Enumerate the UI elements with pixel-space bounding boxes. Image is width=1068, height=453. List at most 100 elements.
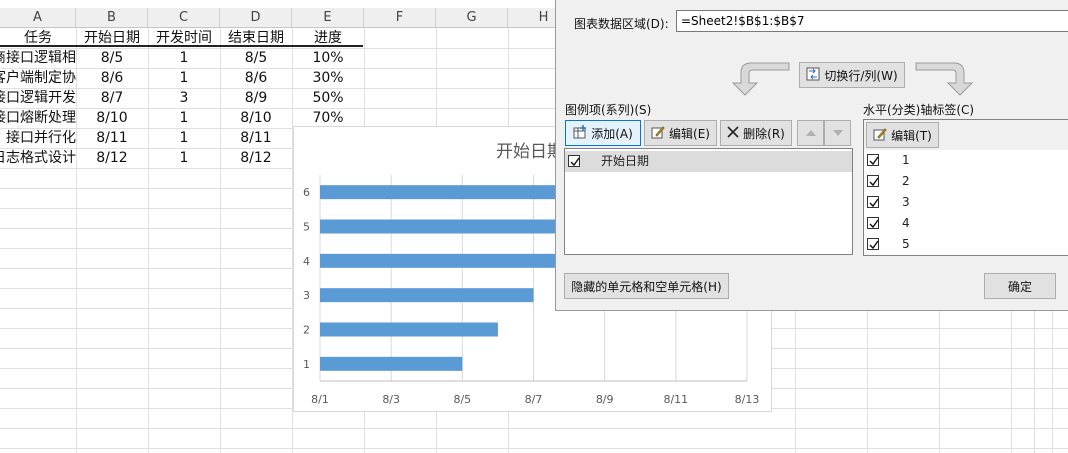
x-tick-label: 8/13 xyxy=(735,393,760,406)
grid-line xyxy=(0,68,1068,69)
table-cell[interactable]: 客户端制定协 xyxy=(0,70,76,86)
table-cell[interactable]: 1 xyxy=(179,130,189,146)
series-item-label: 开始日期 xyxy=(601,154,650,168)
hidden-empty-cells-button[interactable]: 隐藏的单元格和空单元格(H) xyxy=(564,273,729,299)
x-tick-label: 8/9 xyxy=(596,393,614,406)
list-item[interactable]: 3 xyxy=(864,192,1068,213)
data-range-input[interactable]: =Sheet2!$B$1:$B$7 xyxy=(676,10,1068,32)
move-down-button[interactable] xyxy=(824,120,851,146)
table-cell[interactable]: 8/11 xyxy=(240,130,272,146)
ok-button[interactable]: 确定 xyxy=(984,273,1056,299)
table-cell[interactable]: 8/10 xyxy=(240,110,272,126)
table-cell[interactable]: 商接口逻辑相 xyxy=(0,50,76,66)
column-header-f[interactable]: F xyxy=(364,8,436,28)
axis-item-checkbox[interactable] xyxy=(867,196,879,208)
x-tick-label: 8/7 xyxy=(525,393,543,406)
table-cell[interactable]: 8/5 xyxy=(244,50,268,66)
column-header-g[interactable]: G xyxy=(436,8,508,28)
edit-axis-labels-button[interactable]: 编辑(T) xyxy=(866,122,939,148)
table-cell[interactable]: 8/9 xyxy=(244,90,268,106)
table-cell[interactable]: 8/7 xyxy=(100,90,124,106)
table-cell[interactable]: 1 xyxy=(179,150,189,166)
table-cell[interactable]: 50% xyxy=(312,90,344,106)
axis-item-label: 2 xyxy=(902,174,910,188)
axis-item-checkbox[interactable] xyxy=(867,238,879,250)
y-tick-label: 5 xyxy=(303,221,310,234)
grid-line xyxy=(0,448,1068,449)
list-item[interactable]: 1 xyxy=(864,150,1068,171)
table-cell[interactable]: 1 xyxy=(179,70,189,86)
data-range-label: 图表数据区域(D): xyxy=(574,17,669,31)
series-checkbox[interactable] xyxy=(568,155,580,167)
header-cell-dev-time[interactable]: 开发时间 xyxy=(156,30,212,46)
move-down-icon xyxy=(832,126,843,140)
table-cell[interactable]: 8/12 xyxy=(96,150,128,166)
grid-line xyxy=(292,28,293,453)
axis-item-label: 3 xyxy=(902,195,910,209)
edit-icon xyxy=(651,125,665,142)
bar xyxy=(320,322,498,337)
axis-item-checkbox[interactable] xyxy=(867,154,879,166)
table-cell[interactable]: 8/10 xyxy=(96,110,128,126)
x-tick-label: 8/5 xyxy=(453,393,471,406)
table-cell[interactable]: 接口逻辑开发 xyxy=(0,90,76,106)
add-series-button[interactable]: 添加(A) xyxy=(565,120,641,146)
header-cell-start-date[interactable]: 开始日期 xyxy=(84,30,140,46)
column-header-a[interactable]: A xyxy=(0,8,76,28)
list-item[interactable]: 4 xyxy=(864,213,1068,234)
switch-row-column-button[interactable]: 切换行/列(W) xyxy=(799,62,905,88)
table-cell[interactable]: 8/6 xyxy=(100,70,124,86)
curved-arrow-left-icon xyxy=(731,62,790,96)
table-cell[interactable]: 日志格式设计 xyxy=(0,150,76,166)
table-cell[interactable]: 8/12 xyxy=(240,150,272,166)
y-tick-label: 1 xyxy=(303,358,310,371)
list-item[interactable]: 2 xyxy=(864,171,1068,192)
axis-labels-label: 水平(分类)轴标签(C) xyxy=(863,103,975,117)
axis-item-label: 1 xyxy=(902,153,910,167)
table-cell[interactable]: 1 xyxy=(179,50,189,66)
list-item[interactable]: 开始日期 xyxy=(565,151,852,172)
table-cell[interactable]: 10% xyxy=(312,50,344,66)
edit-axis-labels-label: 编辑(T) xyxy=(891,128,932,143)
bar xyxy=(320,288,534,303)
column-header-e[interactable]: E xyxy=(292,8,364,28)
table-cell[interactable]: 30% xyxy=(312,70,344,86)
column-header-d[interactable]: D xyxy=(220,8,292,28)
switch-icon xyxy=(806,67,820,84)
add-table-icon xyxy=(573,124,587,142)
move-up-button[interactable] xyxy=(797,120,824,146)
series-list[interactable]: 开始日期 xyxy=(564,148,853,255)
table-cell[interactable]: 70% xyxy=(312,110,344,126)
header-cell-end-date[interactable]: 结束日期 xyxy=(228,30,284,46)
column-header-c[interactable]: C xyxy=(148,8,220,28)
grid-line xyxy=(0,108,1068,109)
axis-item-checkbox[interactable] xyxy=(867,217,879,229)
header-cell-progress[interactable]: 进度 xyxy=(314,30,342,46)
axis-item-label: 5 xyxy=(902,237,910,251)
axis-item-checkbox[interactable] xyxy=(867,175,879,187)
table-cell[interactable]: 8/5 xyxy=(100,50,124,66)
header-cell-task[interactable]: 任务 xyxy=(24,30,52,46)
grid-line xyxy=(220,28,221,453)
column-header-b[interactable]: B xyxy=(76,8,148,28)
grid-line xyxy=(0,428,1068,429)
y-tick-label: 3 xyxy=(303,289,310,302)
grid-line xyxy=(76,28,77,453)
edit-icon xyxy=(873,127,887,144)
table-cell[interactable]: 接口并行化 xyxy=(6,130,76,146)
table-cell[interactable]: 1 xyxy=(179,110,189,126)
table-cell[interactable]: 3 xyxy=(179,90,189,106)
table-cell[interactable]: 8/6 xyxy=(244,70,268,86)
grid-line xyxy=(0,48,1068,49)
move-up-icon xyxy=(805,126,816,140)
x-tick-label: 8/1 xyxy=(311,393,329,406)
table-cell[interactable]: 接口熔断处理 xyxy=(0,110,76,126)
y-tick-label: 2 xyxy=(303,324,310,337)
list-item[interactable]: 5 xyxy=(864,234,1068,255)
edit-series-button[interactable]: 编辑(E) xyxy=(644,120,717,146)
table-cell[interactable]: 8/11 xyxy=(96,130,128,146)
legend-entries-label: 图例项(系列)(S) xyxy=(565,103,652,117)
grid-line xyxy=(0,88,1068,89)
header-underline xyxy=(0,45,363,47)
delete-series-button[interactable]: 删除(R) xyxy=(720,120,792,146)
